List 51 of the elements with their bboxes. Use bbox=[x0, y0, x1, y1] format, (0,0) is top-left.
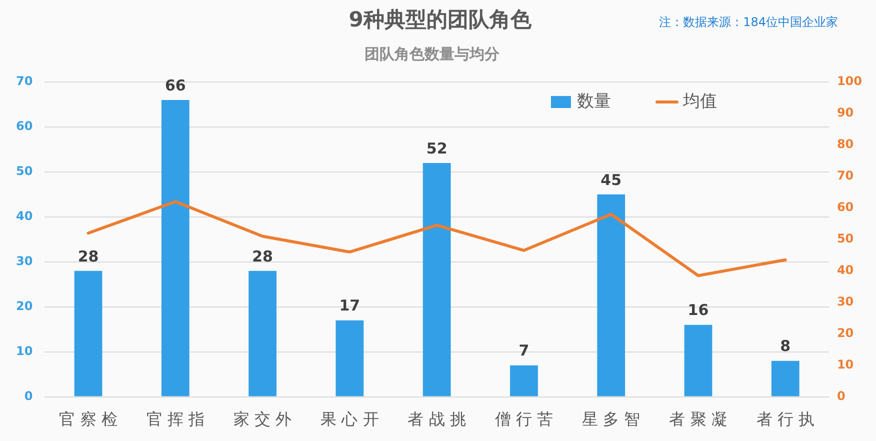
data-label: 52 bbox=[426, 139, 448, 158]
y2-tick-label: 20 bbox=[836, 326, 854, 340]
x-tick-label: 者 行 执 bbox=[756, 410, 814, 429]
data-label: 16 bbox=[688, 301, 709, 320]
bar bbox=[684, 324, 712, 396]
bar bbox=[510, 365, 538, 396]
data-label: 28 bbox=[78, 247, 99, 266]
y-tick-label: 70 bbox=[16, 74, 33, 88]
y2-tick-label: 90 bbox=[836, 106, 854, 120]
x-tick-label: 果 心 开 bbox=[320, 410, 379, 429]
bar bbox=[422, 162, 451, 396]
y2-tick-label: 0 bbox=[836, 388, 846, 403]
y2-tick-label: 70 bbox=[836, 168, 854, 183]
legend-label: 均值 bbox=[682, 91, 717, 112]
y2-tick-label: 30 bbox=[836, 294, 854, 308]
data-label: 17 bbox=[339, 296, 360, 315]
bar bbox=[597, 194, 626, 396]
y-tick-label: 0 bbox=[24, 388, 33, 403]
data-label: 8 bbox=[780, 337, 791, 356]
y-tick-label: 30 bbox=[16, 254, 33, 268]
bar bbox=[336, 320, 364, 396]
bar bbox=[248, 270, 276, 396]
bar bbox=[161, 100, 190, 396]
y-tick-label: 60 bbox=[16, 119, 33, 134]
x-tick-label: 官 察 检 bbox=[59, 410, 118, 429]
y2-tick-label: 60 bbox=[836, 200, 854, 214]
chart-title: 9种典型的团队角色 bbox=[348, 7, 532, 32]
y2-tick-label: 40 bbox=[836, 263, 854, 278]
x-tick-label: 僧 行 苦 bbox=[494, 410, 554, 429]
data-label: 45 bbox=[600, 170, 622, 189]
data-label: 66 bbox=[164, 76, 186, 94]
y2-tick-label: 10 bbox=[836, 357, 854, 372]
bar bbox=[74, 270, 102, 396]
y-tick-label: 50 bbox=[16, 164, 33, 178]
x-tick-label: 者 战 挑 bbox=[408, 410, 466, 429]
x-tick-label: 星 多 智 bbox=[582, 410, 640, 429]
y-tick-label: 40 bbox=[16, 209, 33, 224]
legend-label: 数量 bbox=[576, 91, 611, 112]
data-label: 7 bbox=[518, 342, 530, 360]
text: 注：数据来源：184位中国企业家 bbox=[659, 15, 838, 30]
chart-subtitle: 团队角色数量与均分 bbox=[364, 44, 500, 63]
x-tick-label: 者 聚 凝 bbox=[669, 410, 728, 429]
x-tick-label: 官 挥 指 bbox=[146, 410, 204, 429]
y2-tick-label: 50 bbox=[836, 232, 854, 246]
data-label: 28 bbox=[252, 247, 273, 266]
y2-tick-label: 80 bbox=[836, 137, 854, 152]
y2-tick-label: 100 bbox=[836, 74, 862, 88]
x-tick-label: 家 交 外 bbox=[233, 410, 292, 429]
y-tick-label: 10 bbox=[16, 344, 33, 358]
y-tick-label: 20 bbox=[16, 298, 33, 313]
bar bbox=[771, 360, 800, 396]
